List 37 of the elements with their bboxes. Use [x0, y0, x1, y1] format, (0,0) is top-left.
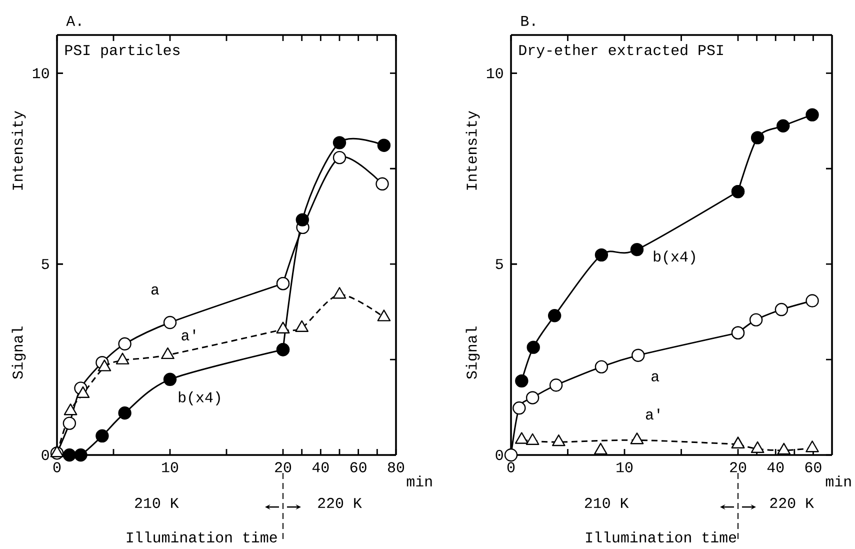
- text: 220 K: [770, 498, 814, 508]
- series-label: a′: [646, 408, 660, 420]
- chart-title: A.: [66, 16, 80, 26]
- x-tick-label: 10: [162, 462, 178, 472]
- x-tick-label: 40: [767, 462, 784, 472]
- text: min: [826, 476, 851, 486]
- chart-title: B.: [521, 16, 534, 26]
- x-tick-label: 0: [507, 462, 515, 472]
- x-tick-label: 40: [312, 462, 329, 472]
- x-tick-label: 10: [616, 462, 633, 472]
- text: PSI particles: [65, 44, 180, 58]
- text: Signal Intensity: [466, 111, 480, 379]
- x-tick-label: 60: [350, 462, 366, 472]
- x-axis-title: Illumination time: [126, 532, 277, 542]
- x-tick-label: 20: [730, 462, 746, 472]
- series-label: b(x4): [178, 391, 220, 406]
- y-tick-label: 5: [496, 259, 503, 270]
- y-tick-label: 10: [32, 68, 49, 78]
- y-tick-label: 10: [486, 68, 503, 78]
- text: 210 K: [135, 498, 179, 508]
- series-label: b(x4): [654, 250, 695, 265]
- text: 220 K: [318, 498, 362, 508]
- text: Signal Intensity: [12, 111, 26, 379]
- y-tick-label: 0: [42, 450, 49, 460]
- series-label: a′: [182, 329, 196, 340]
- x-axis-title: Illumination time: [586, 532, 736, 542]
- series-label: a: [652, 373, 660, 382]
- x-tick-label: 80: [388, 462, 404, 472]
- text: min: [406, 476, 432, 486]
- y-tick-label: 0: [496, 450, 503, 460]
- x-tick-label: 20: [275, 462, 292, 472]
- x-tick-label: 60: [805, 462, 822, 472]
- text: 210 K: [584, 498, 629, 508]
- text: Dry-ether extracted PSI: [519, 44, 723, 58]
- y-tick-label: 5: [42, 259, 49, 270]
- series-label: a: [151, 286, 159, 295]
- x-tick-label: 0: [53, 462, 61, 472]
